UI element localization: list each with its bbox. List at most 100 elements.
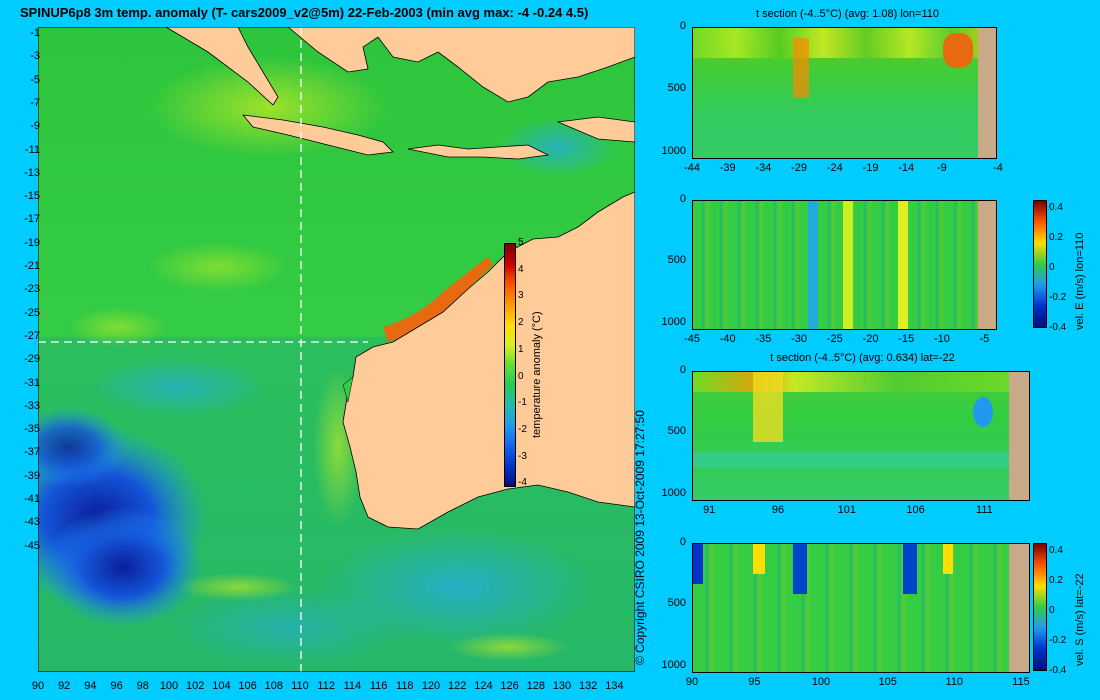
map-lon-tick: 116: [369, 680, 388, 692]
map-colorbar: [504, 243, 516, 487]
panel-1-x-tick: -29: [791, 162, 808, 174]
panel-2-x-tick: -25: [826, 333, 843, 345]
map-lon-tick: 110: [291, 680, 309, 692]
map-colorbar-tick: -2: [518, 423, 527, 435]
panel-3-depth-tick: 1000: [661, 486, 686, 499]
panel-1-title: t section (-4..5°C) (avg: 1.08) lon=110: [755, 8, 940, 20]
panel-4-x-tick: 115: [1012, 676, 1030, 688]
map-lon-tick: 106: [238, 680, 257, 692]
panel-2-colorbar-tick: 0.4: [1049, 202, 1063, 213]
temperature-anomaly-map[interactable]: [38, 27, 635, 672]
map-colorbar-tick: 1: [518, 343, 524, 355]
map-lon-tick: 122: [448, 680, 467, 692]
map-lat-tick: -33: [24, 399, 40, 412]
panel-1-x-tick: -14: [898, 162, 915, 174]
map-colorbar-tick: -3: [518, 450, 527, 462]
panel-2-x-tick: -45: [684, 333, 700, 345]
panel-1-depth-tick: 500: [667, 82, 686, 95]
panel-1-depth-tick: 0: [679, 20, 686, 32]
map-lon-tick: 102: [186, 680, 205, 692]
panel-2-colorbar-tick: 0.2: [1049, 232, 1063, 243]
map-lon-tick: 92: [58, 680, 71, 692]
map-colorbar-tick: -4: [518, 477, 527, 489]
panel-2-colorbar-tick: -0.2: [1049, 292, 1067, 303]
map-lat-tick: -39: [24, 469, 40, 482]
panel-4-colorbar-tick: 0.2: [1049, 575, 1063, 586]
map-lat-tick: -31: [24, 376, 40, 389]
map-colorbar-tick: 0: [518, 370, 524, 382]
panel-2-x-tick: -10: [933, 333, 950, 345]
panel-4-x-tick: 100: [811, 676, 831, 688]
panel-2-colorbar-tick: -0.4: [1049, 322, 1067, 333]
map-lon-tick: 100: [159, 680, 179, 692]
panel-1-x-tick: -24: [826, 162, 843, 174]
panel-4-colorbar-tick: -0.4: [1049, 665, 1067, 676]
panel-2-colorbar-label: vel. E (m/s) lon=110: [1074, 232, 1086, 330]
panel-4-depth-tick: 0: [679, 536, 686, 548]
coastal-warm-anomaly: [383, 257, 493, 342]
panel-2-depth-tick: 500: [667, 254, 686, 267]
panel-2-depth-tick: 1000: [661, 315, 686, 328]
panel-3-section-plot[interactable]: [692, 371, 1030, 501]
panel-3-x-tick: 96: [771, 504, 785, 516]
map-colorbar-label: temperature anomaly (°C): [531, 311, 543, 438]
map-lat-tick: -15: [24, 190, 40, 203]
map-lon-tick: 120: [421, 680, 441, 692]
map-lat-tick: -37: [24, 446, 40, 459]
panel-3-x-tick: 106: [906, 504, 925, 516]
panel-3-x-tick: 91: [703, 504, 716, 516]
panel-4-x-tick: 105: [878, 676, 897, 688]
map-lon-tick: 104: [212, 680, 231, 692]
map-lat-tick: -27: [24, 329, 40, 342]
panel-1-x-tick: -44: [684, 162, 700, 174]
map-lat-tick: -13: [24, 166, 40, 179]
panel-4-colorbar-label: vel. S (m/s) lat=-22: [1074, 573, 1086, 666]
map-lat-tick: -29: [24, 353, 40, 366]
panel-2-x-tick: -40: [719, 333, 736, 345]
panel-2-x-tick: -30: [791, 333, 808, 345]
panel-4-colorbar-tick: 0: [1049, 605, 1055, 616]
map-lat-tick: -21: [24, 260, 40, 272]
map-lat-tick: -45: [24, 539, 40, 552]
map-lat-tick: -5: [30, 73, 40, 86]
panel-4-x-tick: 90: [685, 676, 699, 688]
panel-3-depth-tick: 500: [667, 425, 686, 438]
panel-2-x-tick: -15: [898, 333, 915, 345]
map-colorbar-tick: 2: [518, 317, 524, 329]
map-lat-tick: -17: [24, 213, 40, 226]
map-colorbar-tick: -1: [518, 397, 527, 409]
panel-1-x-tick: -34: [755, 162, 772, 174]
panel-2-x-tick: -20: [862, 333, 879, 345]
map-lat-tick: -9: [30, 120, 40, 133]
map-lat-tick: -11: [24, 143, 40, 156]
indonesia-land: [165, 27, 279, 106]
map-lon-tick: 128: [526, 680, 545, 692]
panel-3-depth-tick: 0: [679, 364, 686, 376]
map-lon-tick: 112: [317, 680, 335, 692]
map-lon-tick: 98: [136, 680, 149, 692]
main-title: SPINUP6p8 3m temp. anomaly (T- cars2009_…: [20, 5, 589, 20]
panel-2-section-plot[interactable]: [692, 200, 997, 330]
map-lat-tick: -23: [24, 283, 40, 296]
panel-4-x-tick: 110: [945, 676, 964, 688]
panel-2-depth-tick: 0: [679, 193, 686, 205]
map-lon-tick: 108: [264, 680, 283, 692]
map-lon-tick: 130: [552, 680, 572, 692]
panel-1-x-tick: -9: [937, 162, 947, 174]
map-colorbar-tick: 3: [518, 290, 524, 302]
map-lon-tick: 124: [474, 680, 493, 692]
map-lon-tick: 118: [396, 680, 414, 692]
map-lon-tick: 132: [579, 680, 598, 692]
map-lat-tick: -1: [30, 27, 40, 39]
panel-4-section-plot[interactable]: [692, 543, 1030, 673]
panel-2-x-tick: -35: [755, 333, 772, 345]
panel-1-depth-tick: 1000: [661, 144, 686, 157]
panel-2-colorbar-tick: 0: [1049, 262, 1055, 273]
map-lat-tick: -41: [24, 493, 40, 505]
panel-4-depth-tick: 1000: [661, 658, 686, 671]
map-colorbar-tick: 4: [518, 263, 524, 275]
panel-1-x-tick: -39: [719, 162, 736, 174]
panel-1-section-plot[interactable]: [692, 27, 997, 159]
panel-1-x-tick: -19: [862, 162, 879, 174]
map-lat-tick: -35: [24, 423, 40, 436]
